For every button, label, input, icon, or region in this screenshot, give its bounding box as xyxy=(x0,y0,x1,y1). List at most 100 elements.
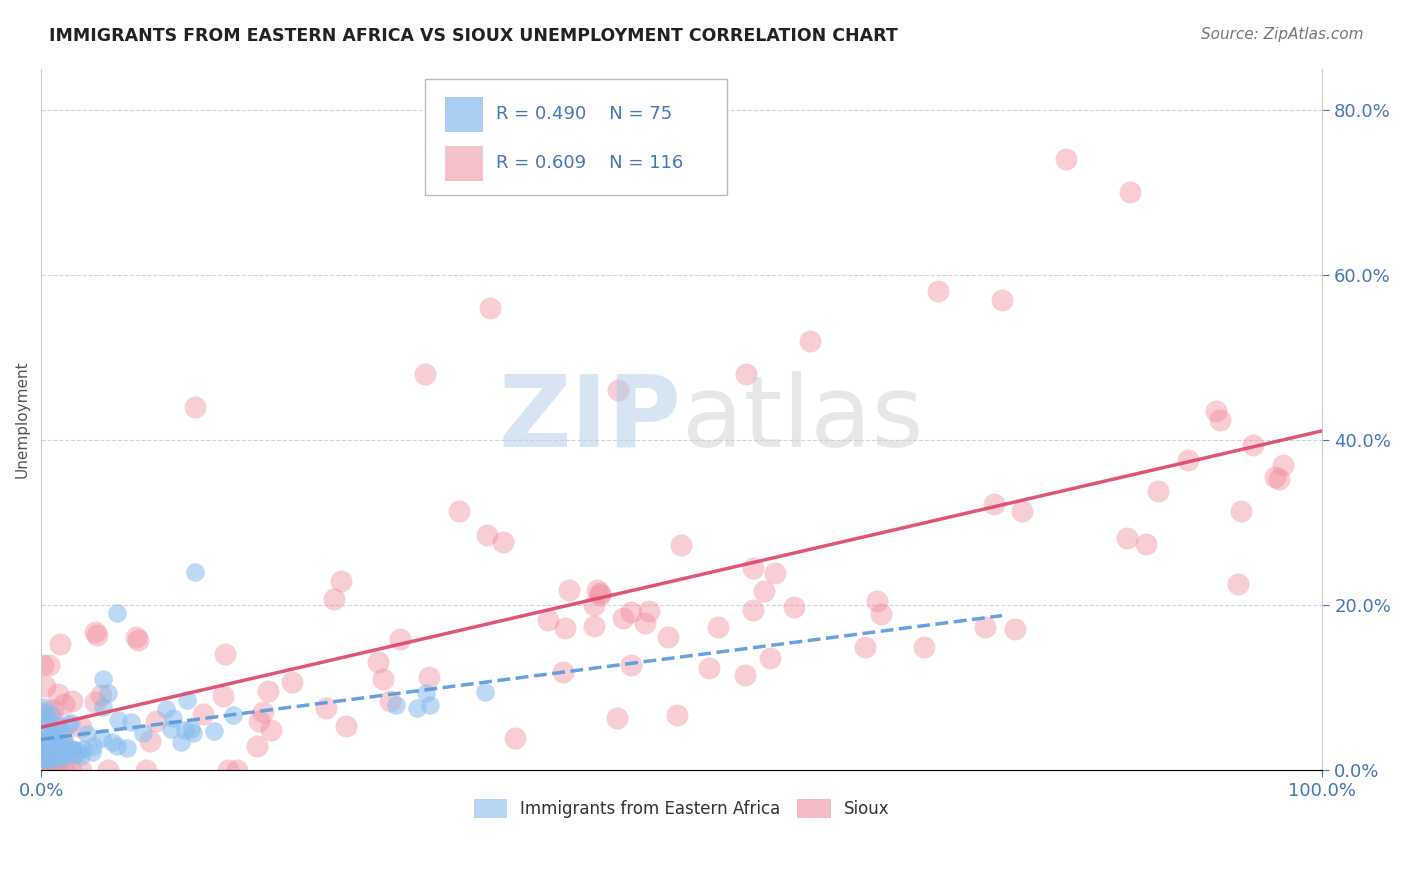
Point xyxy=(53,737,76,751)
Point xyxy=(974,620,997,634)
Point xyxy=(260,723,283,738)
Point xyxy=(70,720,93,734)
Point xyxy=(184,565,207,579)
Point xyxy=(35,751,58,765)
Point xyxy=(214,647,236,661)
Point xyxy=(39,742,62,756)
Point xyxy=(418,670,440,684)
Point xyxy=(39,728,62,742)
Point xyxy=(53,742,76,756)
Point xyxy=(31,658,53,673)
Point xyxy=(34,713,56,727)
Text: Source: ZipAtlas.com: Source: ZipAtlas.com xyxy=(1201,27,1364,42)
Point xyxy=(202,724,225,739)
Point xyxy=(91,700,114,714)
Point xyxy=(90,689,112,703)
Point xyxy=(589,588,612,602)
Point xyxy=(252,705,274,719)
Point xyxy=(669,538,692,552)
Point xyxy=(107,714,129,728)
Point xyxy=(173,723,195,738)
Point xyxy=(741,602,763,616)
Point xyxy=(97,763,120,777)
Point xyxy=(1241,438,1264,452)
FancyBboxPatch shape xyxy=(444,96,484,132)
Point xyxy=(1119,186,1142,200)
Text: ZIP: ZIP xyxy=(499,371,682,467)
Point xyxy=(638,604,661,618)
Point xyxy=(217,763,239,777)
Point xyxy=(477,527,499,541)
Point xyxy=(38,657,60,672)
Point xyxy=(60,694,83,708)
Point xyxy=(415,686,437,700)
Point xyxy=(1272,458,1295,472)
Point xyxy=(38,738,60,752)
Point xyxy=(125,630,148,644)
Point xyxy=(247,714,270,728)
Point xyxy=(37,763,59,777)
Point xyxy=(503,731,526,746)
Point xyxy=(31,725,53,739)
Point xyxy=(323,592,346,607)
Point xyxy=(752,583,775,598)
Point xyxy=(537,614,560,628)
Point xyxy=(256,683,278,698)
Point xyxy=(138,734,160,748)
Point xyxy=(554,621,576,635)
Point xyxy=(135,763,157,777)
Point xyxy=(67,744,90,758)
Point xyxy=(84,625,107,640)
Point xyxy=(35,757,58,772)
Point xyxy=(48,744,70,758)
Point xyxy=(853,640,876,655)
Point xyxy=(42,726,65,740)
Point xyxy=(734,667,756,681)
Point xyxy=(120,714,142,729)
Point xyxy=(1004,623,1026,637)
Point xyxy=(558,583,581,598)
Point xyxy=(145,714,167,728)
Point xyxy=(586,583,609,598)
Point xyxy=(380,693,402,707)
Point xyxy=(170,735,193,749)
Point xyxy=(551,665,574,679)
Point xyxy=(59,716,82,731)
Point xyxy=(35,743,58,757)
Point xyxy=(32,763,55,777)
Point xyxy=(799,334,821,348)
Point xyxy=(612,611,634,625)
Text: IMMIGRANTS FROM EASTERN AFRICA VS SIOUX UNEMPLOYMENT CORRELATION CHART: IMMIGRANTS FROM EASTERN AFRICA VS SIOUX … xyxy=(49,27,898,45)
Point xyxy=(160,722,183,736)
Point xyxy=(32,699,55,714)
Point xyxy=(117,740,139,755)
Point xyxy=(191,706,214,721)
Point xyxy=(48,763,70,777)
Point xyxy=(474,685,496,699)
Point xyxy=(42,703,65,717)
Point xyxy=(53,746,76,760)
Point xyxy=(1267,472,1289,486)
Point xyxy=(184,400,207,414)
Point xyxy=(1135,537,1157,551)
Point xyxy=(34,712,56,726)
Text: R = 0.490    N = 75: R = 0.490 N = 75 xyxy=(496,105,672,123)
Point xyxy=(35,740,58,755)
Point xyxy=(1115,531,1137,545)
Point xyxy=(60,763,83,777)
Point xyxy=(39,706,62,721)
Point xyxy=(63,748,86,763)
Point xyxy=(912,640,935,654)
Point xyxy=(90,731,112,745)
Point xyxy=(180,722,202,736)
Point xyxy=(34,739,56,753)
Point xyxy=(742,561,765,575)
Point xyxy=(1147,484,1170,499)
Point xyxy=(31,734,53,748)
Point xyxy=(657,630,679,644)
Point xyxy=(222,708,245,723)
Point xyxy=(281,675,304,690)
Point xyxy=(44,715,66,730)
Point xyxy=(91,673,114,687)
Point xyxy=(384,698,406,712)
